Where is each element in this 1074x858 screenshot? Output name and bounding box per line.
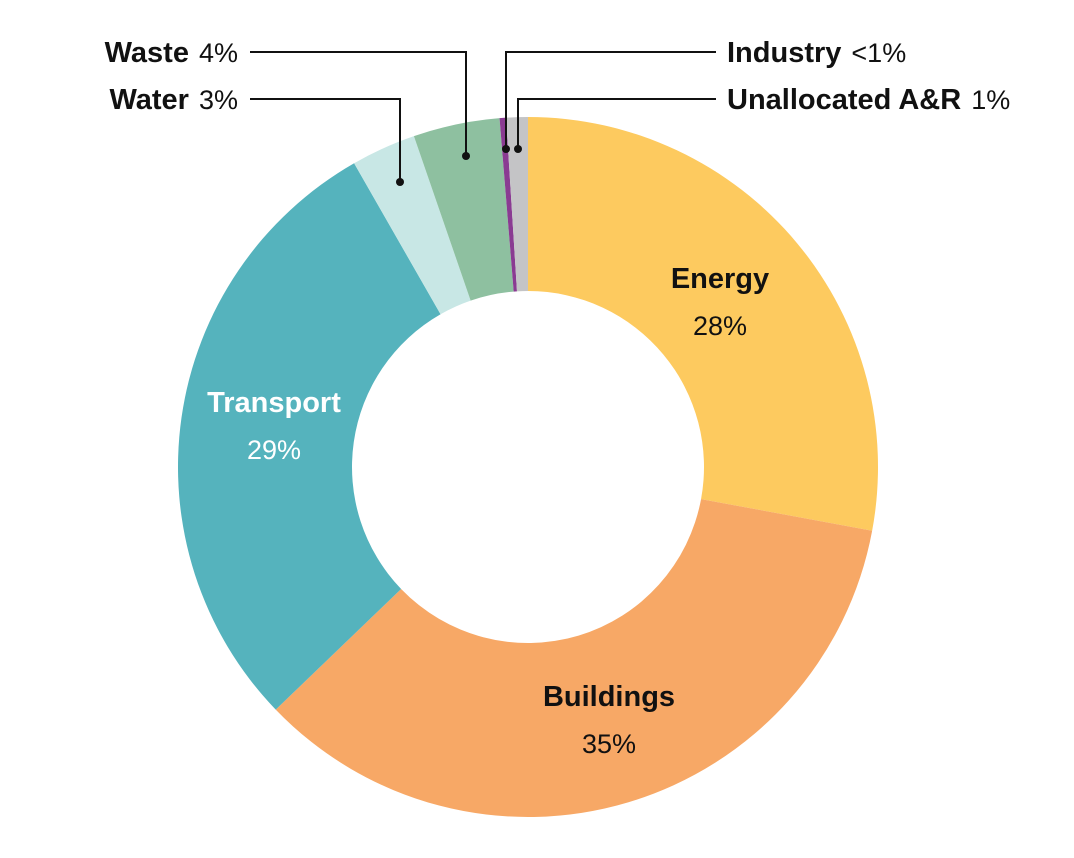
leader-waste xyxy=(250,51,467,156)
label-energy-value: 28% xyxy=(693,311,747,341)
label-energy-name: Energy xyxy=(671,263,769,295)
callout-waste-name: Waste xyxy=(105,37,189,69)
callout-unallocated-value: 1% xyxy=(971,85,1010,115)
callout-industry: Industry <1% xyxy=(727,37,906,69)
leader-unallocated xyxy=(517,98,716,148)
callout-waste: Waste 4% xyxy=(105,37,238,69)
callout-unallocated-name: Unallocated A&R xyxy=(727,84,961,116)
leader-water xyxy=(250,98,401,182)
label-transport-value: 29% xyxy=(247,435,301,465)
callout-water-name: Water xyxy=(109,84,189,116)
callout-unallocated: Unallocated A&R 1% xyxy=(727,84,1010,116)
callout-industry-value: <1% xyxy=(851,38,906,68)
callout-water-value: 3% xyxy=(199,85,238,115)
label-buildings-value: 35% xyxy=(582,729,636,759)
slice-buildings xyxy=(275,499,873,817)
leader-dot-industry xyxy=(502,145,510,153)
slice-water xyxy=(354,136,471,315)
slices-group xyxy=(177,117,878,817)
slice-unallocated-a-r xyxy=(506,117,528,292)
callout-waste-value: 4% xyxy=(199,38,238,68)
leader-industry xyxy=(505,51,716,148)
label-transport-name: Transport xyxy=(207,387,341,419)
slice-waste xyxy=(413,118,514,301)
leader-dot-water xyxy=(396,178,404,186)
slice-industry xyxy=(499,117,517,292)
slice-energy xyxy=(528,117,878,531)
label-buildings-name: Buildings xyxy=(543,681,675,713)
callout-water: Water 3% xyxy=(109,84,238,116)
callout-industry-name: Industry xyxy=(727,37,841,69)
leader-dot-waste xyxy=(462,152,470,160)
leader-dot-unallocated xyxy=(514,145,522,153)
slice-transport xyxy=(177,163,441,710)
